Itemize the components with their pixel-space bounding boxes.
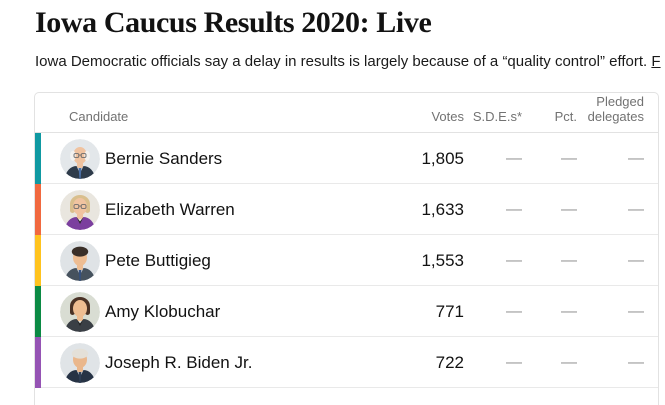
sdes-value: — (506, 302, 522, 320)
pct-value: — (561, 200, 577, 218)
candidate-color-bar (35, 184, 41, 235)
pct-value: — (561, 353, 577, 371)
pledged-header-line2: delegates (587, 109, 644, 124)
table-row: Amy Klobuchar 771 — — — (35, 286, 658, 337)
pledged-header-line1: Pledged (596, 94, 644, 109)
sdes-value: — (506, 200, 522, 218)
candidate-name: Pete Buttigieg (105, 250, 211, 270)
pledged-delegates-value: — (628, 149, 644, 167)
column-header-candidate: Candidate (69, 109, 129, 124)
candidate-avatar (60, 291, 100, 332)
table-body: Bernie Sanders 1,805 — — — Elizabeth War… (35, 133, 658, 388)
subtitle-text: Iowa Democratic officials say a delay in… (35, 53, 652, 70)
table-header-row: Candidate Votes S.D.E.s* Pct. Pledged del… (35, 93, 658, 133)
page-title: Iowa Caucus Results 2020: Live (35, 6, 432, 39)
column-header-votes: Votes (431, 109, 464, 124)
candidate-avatar (60, 240, 100, 281)
votes-value: 722 (435, 352, 464, 372)
votes-value: 1,805 (421, 148, 464, 168)
page: Iowa Caucus Results 2020: Live Iowa Demo… (0, 6, 665, 405)
table-row: Bernie Sanders 1,805 — — — (35, 133, 658, 184)
pledged-delegates-value: — (628, 302, 644, 320)
candidate-color-bar (35, 235, 41, 286)
table-row: Elizabeth Warren 1,633 — — — (35, 184, 658, 235)
table-row: Pete Buttigieg 1,553 — — — (35, 235, 658, 286)
pledged-delegates-value: — (628, 200, 644, 218)
candidate-color-bar (35, 133, 41, 184)
candidate-avatar (60, 138, 100, 179)
table-row: Joseph R. Biden Jr. 722 — — — (35, 337, 658, 388)
pct-value: — (561, 302, 577, 320)
page-subtitle: Iowa Democratic officials say a delay in… (35, 53, 665, 71)
pledged-delegates-value: — (628, 251, 644, 269)
sdes-value: — (506, 353, 522, 371)
candidate-avatar (60, 189, 100, 230)
candidate-name: Bernie Sanders (105, 148, 223, 168)
votes-value: 771 (435, 301, 464, 321)
pct-value: — (561, 251, 577, 269)
candidate-name: Joseph R. Biden Jr. (105, 352, 253, 372)
votes-value: 1,553 (421, 250, 464, 270)
candidate-avatar (60, 342, 100, 383)
results-table: Candidate Votes S.D.E.s* Pct. Pledged del… (34, 92, 659, 405)
candidate-name: Amy Klobuchar (105, 301, 221, 321)
pledged-delegates-value: — (628, 353, 644, 371)
candidate-color-bar (35, 286, 41, 337)
sdes-value: — (506, 251, 522, 269)
subtitle-link[interactable]: F (651, 53, 661, 70)
sdes-value: — (506, 149, 522, 167)
column-header-sdes: S.D.E.s* (472, 109, 522, 124)
candidate-name: Elizabeth Warren (105, 199, 235, 219)
column-header-pct: Pct. (554, 109, 577, 124)
column-header-pledged-delegates: Pledged delegates (577, 94, 644, 132)
pct-value: — (561, 149, 577, 167)
votes-value: 1,633 (421, 199, 464, 219)
candidate-color-bar (35, 337, 41, 388)
